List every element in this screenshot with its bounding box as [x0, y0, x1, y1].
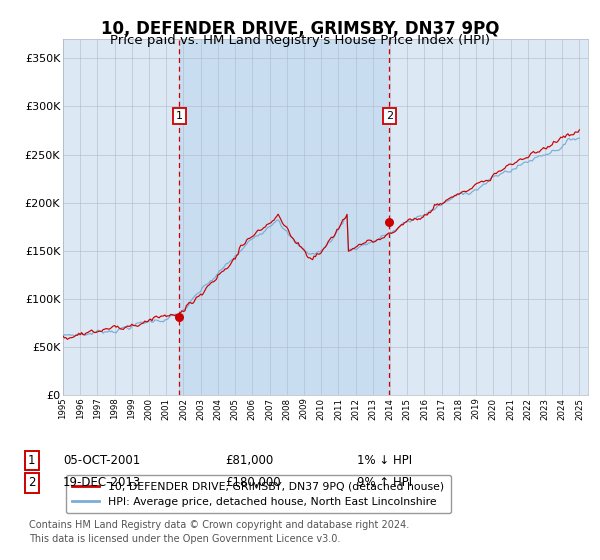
Text: £180,000: £180,000	[225, 476, 281, 489]
Bar	[179, 39, 389, 395]
Text: 10, DEFENDER DRIVE, GRIMSBY, DN37 9PQ: 10, DEFENDER DRIVE, GRIMSBY, DN37 9PQ	[101, 20, 499, 38]
Text: Price paid vs. HM Land Registry's House Price Index (HPI): Price paid vs. HM Land Registry's House …	[110, 34, 490, 46]
Text: £81,000: £81,000	[225, 454, 273, 467]
Text: 9% ↑ HPI: 9% ↑ HPI	[357, 476, 412, 489]
Text: 1: 1	[28, 454, 35, 467]
Text: 2: 2	[386, 111, 393, 121]
Text: Contains HM Land Registry data © Crown copyright and database right 2024.: Contains HM Land Registry data © Crown c…	[29, 520, 409, 530]
Text: 1: 1	[176, 111, 182, 121]
Text: 05-OCT-2001: 05-OCT-2001	[63, 454, 140, 467]
Legend: 10, DEFENDER DRIVE, GRIMSBY, DN37 9PQ (detached house), HPI: Average price, deta: 10, DEFENDER DRIVE, GRIMSBY, DN37 9PQ (d…	[66, 475, 451, 514]
Text: 19-DEC-2013: 19-DEC-2013	[63, 476, 141, 489]
Text: 1% ↓ HPI: 1% ↓ HPI	[357, 454, 412, 467]
Text: 2: 2	[28, 476, 35, 489]
Text: This data is licensed under the Open Government Licence v3.0.: This data is licensed under the Open Gov…	[29, 534, 340, 544]
